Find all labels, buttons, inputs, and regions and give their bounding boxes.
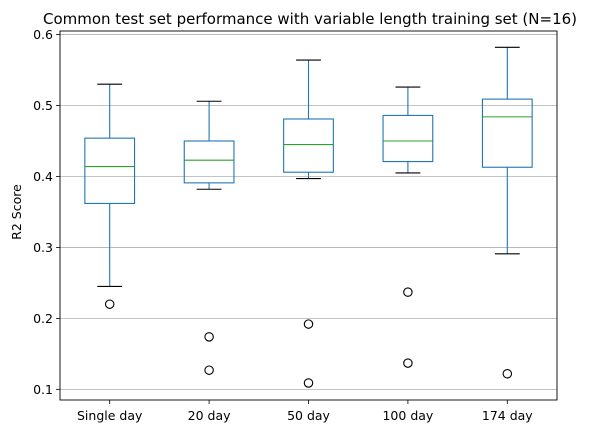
y-tick-label: 0.5 bbox=[33, 98, 53, 113]
iqr-box bbox=[283, 118, 334, 173]
x-tick-label: 100 day bbox=[382, 408, 433, 423]
plot-frame bbox=[59, 30, 558, 401]
y-tick-label: 0.1 bbox=[33, 382, 53, 397]
outlier-point bbox=[403, 358, 413, 368]
outlier-point bbox=[104, 299, 115, 309]
outlier-point bbox=[204, 365, 214, 375]
box-layer bbox=[84, 46, 533, 388]
iqr-box bbox=[382, 114, 434, 163]
box-group bbox=[481, 46, 533, 379]
outlier-point bbox=[303, 378, 314, 388]
outlier-point bbox=[502, 368, 513, 379]
axes-layer: 0.1 0.2 0.3 0.4 0.5 0.6 Single day 20 day 50 day… bbox=[33, 27, 558, 423]
y-tick-label: 0.4 bbox=[33, 169, 53, 184]
box-group bbox=[382, 86, 434, 368]
iqr-box bbox=[183, 140, 235, 184]
outlier-point bbox=[204, 332, 214, 342]
x-tick-label: 174 day bbox=[482, 408, 533, 423]
outlier-point bbox=[403, 287, 413, 297]
x-tick-label: 50 day bbox=[287, 408, 330, 423]
x-tick-label: 20 day bbox=[188, 408, 231, 423]
y-axis-title: R2 Score bbox=[9, 184, 24, 240]
box-group bbox=[84, 83, 136, 309]
x-tick-label: Single day bbox=[77, 408, 143, 423]
y-tick-label: 0.6 bbox=[33, 27, 53, 42]
box-group bbox=[183, 100, 235, 375]
outlier-point bbox=[303, 319, 314, 329]
y-tick-label: 0.3 bbox=[33, 240, 53, 255]
iqr-box bbox=[84, 137, 136, 204]
y-tick-label: 0.2 bbox=[33, 311, 53, 326]
iqr-box bbox=[481, 98, 533, 168]
chart-title: Common test set performance with variabl… bbox=[43, 10, 577, 28]
box-group bbox=[283, 59, 334, 388]
